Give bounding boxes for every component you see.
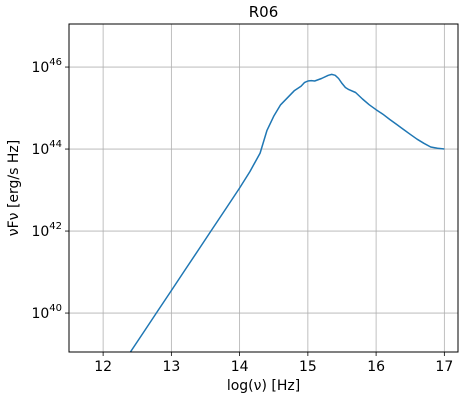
x-axis: 12 13 14 15 16 17	[94, 352, 453, 375]
x-tick-label: 17	[435, 359, 453, 375]
x-tick-label: 14	[231, 359, 249, 375]
y-tick-label-exponent: 44	[49, 139, 62, 150]
x-axis-label: log(ν) [Hz]	[227, 378, 300, 394]
grid-lines	[69, 24, 458, 352]
series-line	[129, 73, 445, 352]
chart-title: R06	[249, 3, 279, 21]
y-tick-label: 1044	[31, 139, 62, 158]
x-tick-label: 16	[367, 359, 385, 375]
plot-frame	[68, 23, 459, 353]
y-tick-label-exponent: 46	[49, 57, 62, 68]
y-tick-label: 1042	[31, 221, 62, 240]
y-tick-label-exponent: 42	[49, 221, 62, 232]
x-tick-label: 12	[94, 359, 112, 375]
x-tick-label: 15	[299, 359, 317, 375]
y-tick-label-base: 10	[31, 306, 49, 322]
y-tick-label: 1040	[31, 303, 62, 322]
y-tick-label-base: 10	[31, 224, 49, 240]
series-group	[129, 73, 445, 352]
y-tick-label-exponent: 40	[49, 303, 62, 314]
y-tick-label-base: 10	[31, 60, 49, 76]
y-tick-label: 1046	[31, 57, 62, 76]
y-axis-label: νFν [erg/s Hz]	[6, 140, 22, 236]
y-tick-label-base: 10	[31, 142, 49, 158]
x-tick-label: 13	[162, 359, 180, 375]
